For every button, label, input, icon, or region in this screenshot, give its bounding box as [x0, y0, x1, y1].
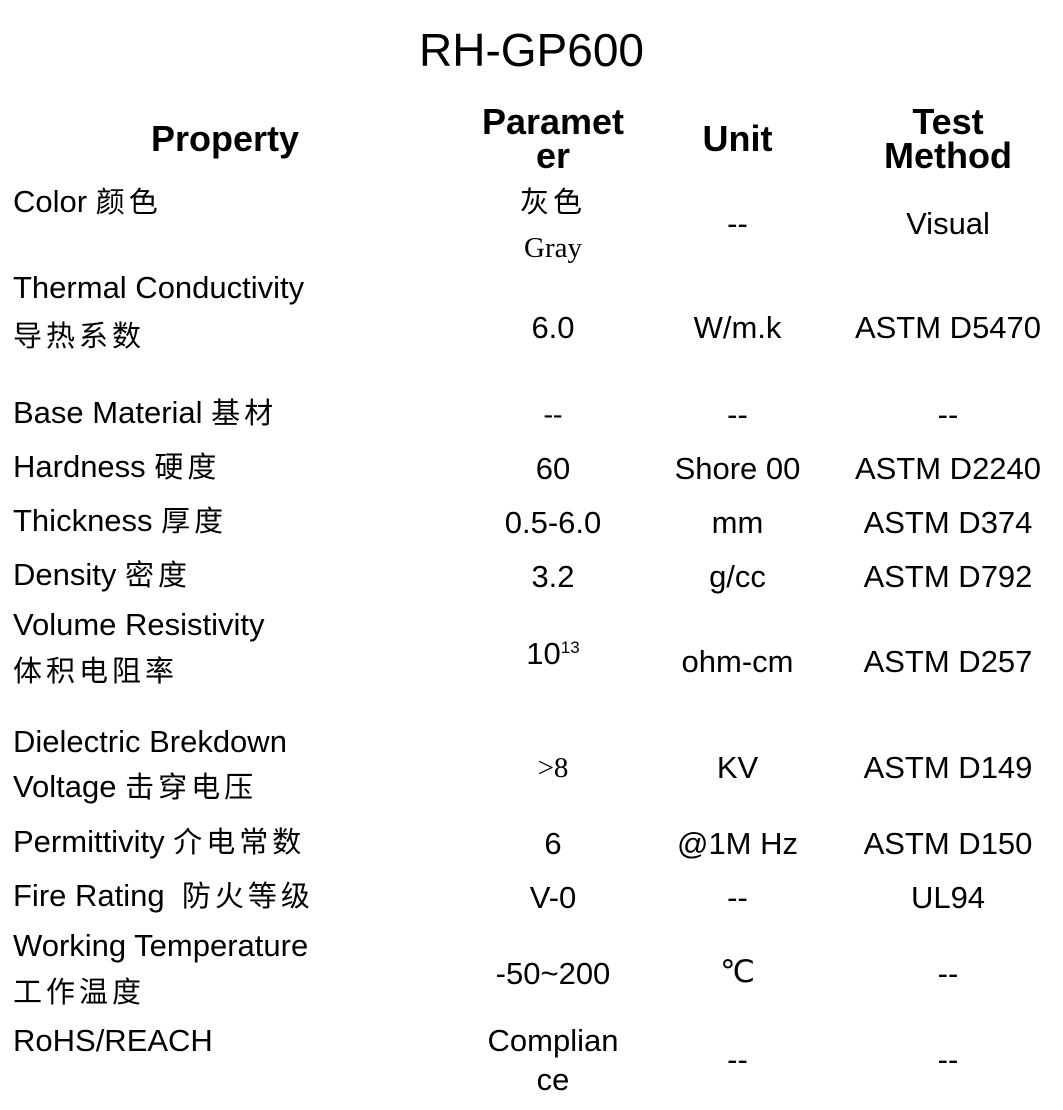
test-method: ASTM D374	[863, 505, 1033, 540]
header-test-line2: Method	[884, 135, 1012, 176]
param-cn: 灰色	[519, 185, 586, 219]
property-name-cn: 体积电阻率	[13, 654, 179, 688]
param-value: >8	[537, 752, 569, 784]
header-parameter: Paramet er	[453, 101, 653, 176]
unit-value: --	[727, 397, 748, 432]
param-value: 6	[544, 826, 562, 861]
unit-value: --	[727, 206, 748, 241]
test-method: UL94	[910, 880, 986, 915]
test-method: ASTM D149	[863, 750, 1033, 785]
unit-value: Shore 00	[674, 451, 801, 486]
header-parameter-line2: er	[535, 135, 571, 176]
test-method: ASTM D150	[863, 826, 1033, 861]
test-method: ASTM D257	[863, 644, 1033, 679]
property-name-line2: Voltage 击穿电压	[13, 769, 258, 804]
unit-value: W/m.k	[693, 310, 782, 345]
param-exponent: 13	[560, 638, 580, 657]
header-property: Property	[150, 118, 300, 159]
unit-value: ℃	[720, 954, 755, 989]
property-name: Hardness 硬度	[13, 449, 221, 484]
property-name: Permittivity 介电常数	[13, 824, 306, 859]
property-name: Fire Rating 防火等级	[13, 878, 314, 913]
header-test-line1: Test	[912, 101, 984, 142]
property-name-en: Volume Resistivity	[13, 607, 265, 642]
param-base: 10	[526, 636, 561, 671]
param-value: V-0	[529, 880, 577, 915]
unit-value: KV	[716, 750, 759, 785]
unit-value: mm	[711, 505, 764, 540]
property-name-cn: 工作温度	[13, 975, 146, 1009]
unit-value: @1M Hz	[676, 826, 799, 861]
test-method: Visual	[906, 206, 990, 241]
property-name: Base Material 基材	[13, 395, 278, 430]
header-parameter-line1: Paramet	[481, 101, 625, 142]
header-unit: Unit	[702, 118, 773, 159]
param-value: 3.2	[531, 559, 575, 594]
unit-value: --	[727, 880, 748, 915]
test-method: ASTM D2240	[854, 451, 1042, 486]
param-value-line2: ce	[536, 1062, 570, 1097]
param-value: 1013	[453, 636, 653, 672]
unit-value: --	[727, 1042, 748, 1077]
property-name: Density 密度	[13, 557, 192, 592]
param-value: 6.0	[531, 310, 575, 345]
unit-value: g/cc	[709, 559, 766, 594]
test-method: --	[937, 397, 959, 432]
param-value: -50~200	[495, 956, 611, 991]
property-name-en: Working Temperature	[13, 928, 309, 963]
property-name: RoHS/REACH	[13, 1023, 213, 1058]
test-method: --	[937, 1042, 959, 1077]
param-value: --	[543, 399, 563, 430]
param-value-line1: Complian	[487, 1023, 619, 1058]
property-name: Thickness 厚度	[13, 503, 228, 538]
page-title: RH-GP600	[419, 24, 644, 76]
test-method: ASTM D792	[863, 559, 1033, 594]
property-name: Color 颜色	[13, 184, 162, 219]
test-method: --	[937, 956, 959, 991]
unit-value: ohm-cm	[681, 644, 794, 679]
property-name-en: Thermal Conductivity	[13, 270, 305, 305]
param-value: 0.5-6.0	[504, 505, 602, 540]
test-method: ASTM D5470	[854, 310, 1042, 345]
param-value: 60	[535, 451, 571, 486]
property-name-cn: 导热系数	[13, 319, 146, 353]
header-test-method: Test Method	[848, 101, 1048, 176]
param-en: Gray	[524, 232, 582, 264]
property-name-en: Dielectric Brekdown	[13, 724, 287, 759]
